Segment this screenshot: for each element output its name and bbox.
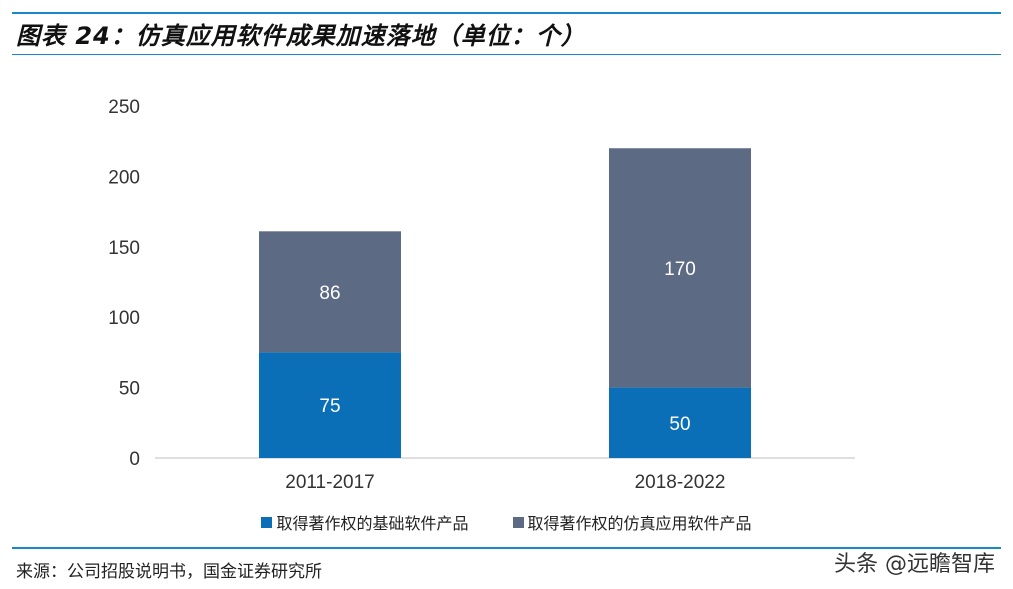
data-label: 50: [669, 414, 690, 435]
legend-label-sim: 取得著作权的仿真应用软件产品: [527, 514, 752, 533]
legend-item-sim: 取得著作权的仿真应用软件产品: [512, 510, 752, 534]
legend-swatch-sim: [512, 516, 524, 528]
y-tick-label: 0: [129, 449, 140, 470]
title-rule: [12, 54, 1001, 55]
x-tick-label: 2018-2022: [635, 472, 726, 493]
y-tick-label: 100: [108, 308, 140, 329]
data-label: 86: [319, 283, 340, 304]
y-tick-label: 150: [108, 238, 140, 259]
bar-segment: [609, 387, 751, 458]
bottom-rule: [12, 547, 1001, 549]
stacked-bar-chart: 0 50 100 150 200 250 75 86 2011-2017 50 170 2018-20…: [108, 97, 855, 493]
chart-title: 图表 24：仿真应用软件成果加速落地（单位：个）: [16, 22, 586, 50]
bar-segment: [259, 352, 401, 458]
top-rule: [12, 12, 1001, 14]
y-tick-label: 250: [108, 97, 140, 118]
y-tick-label: 200: [108, 167, 140, 188]
source-note: 来源：公司招股说明书，国金证券研究所: [16, 562, 322, 582]
data-label: 170: [664, 259, 696, 280]
legend-swatch-base: [261, 516, 273, 528]
data-label: 75: [319, 396, 340, 417]
bar-segment: [609, 148, 751, 388]
y-tick-label: 50: [119, 379, 140, 400]
bar-segment: [259, 231, 401, 353]
legend-item-base: 取得著作权的基础软件产品: [261, 510, 469, 534]
x-tick-label: 2011-2017: [285, 472, 374, 493]
watermark: 头条 @远瞻智库: [834, 552, 995, 577]
legend-label-base: 取得著作权的基础软件产品: [276, 514, 469, 533]
legend: 取得著作权的基础软件产品 取得著作权的仿真应用软件产品: [0, 510, 1013, 534]
